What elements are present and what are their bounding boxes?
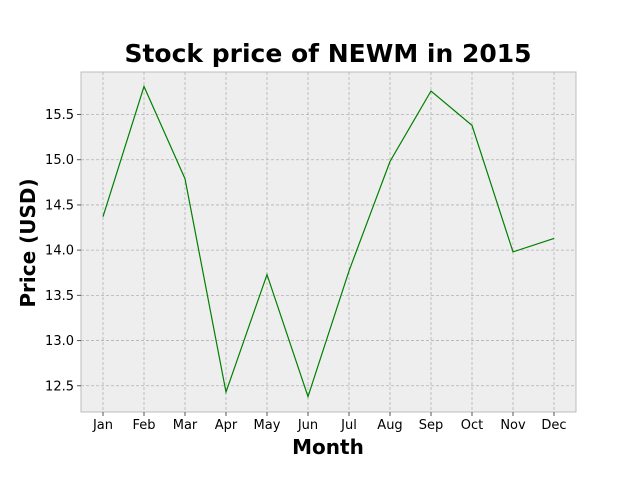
y-tick-label: 14.5	[45, 198, 74, 213]
x-tick-label: Jul	[340, 418, 357, 433]
x-tick-label: Sep	[419, 418, 444, 433]
x-tick-labels: Jan Feb Mar Apr May Jun Jul Aug Sep Oct Nov Dec	[92, 418, 567, 433]
x-tick-label: May	[254, 418, 281, 433]
y-tick-label: 15.0	[45, 153, 74, 168]
y-tick-labels: 12.5 13.0 13.5 14.0 14.5 15.0 15.5	[45, 108, 74, 394]
axis-ticks	[77, 114, 555, 416]
y-tick-label: 13.0	[45, 334, 74, 349]
grid-lines	[81, 72, 576, 412]
x-tick-label: Feb	[132, 418, 155, 433]
x-tick-label: Mar	[173, 418, 198, 433]
x-tick-label: Apr	[215, 418, 238, 433]
plot-area	[80, 71, 577, 413]
x-tick-label: Nov	[500, 418, 526, 433]
y-tick-label: 15.5	[45, 108, 74, 123]
chart-title: Stock price of NEWM in 2015	[124, 39, 531, 68]
x-tick-label: Jan	[92, 418, 113, 433]
y-tick-label: 13.5	[45, 289, 74, 304]
y-tick-label: 12.5	[45, 379, 74, 394]
y-axis-label: Price (USD)	[16, 178, 40, 307]
x-tick-label: Dec	[541, 418, 566, 433]
y-tick-label: 14.0	[45, 244, 74, 259]
x-tick-label: Oct	[461, 418, 483, 433]
x-tick-label: Jun	[297, 418, 318, 433]
x-axis-label: Month	[292, 435, 364, 459]
x-tick-label: Aug	[377, 418, 402, 433]
price-series-line	[102, 84, 555, 399]
